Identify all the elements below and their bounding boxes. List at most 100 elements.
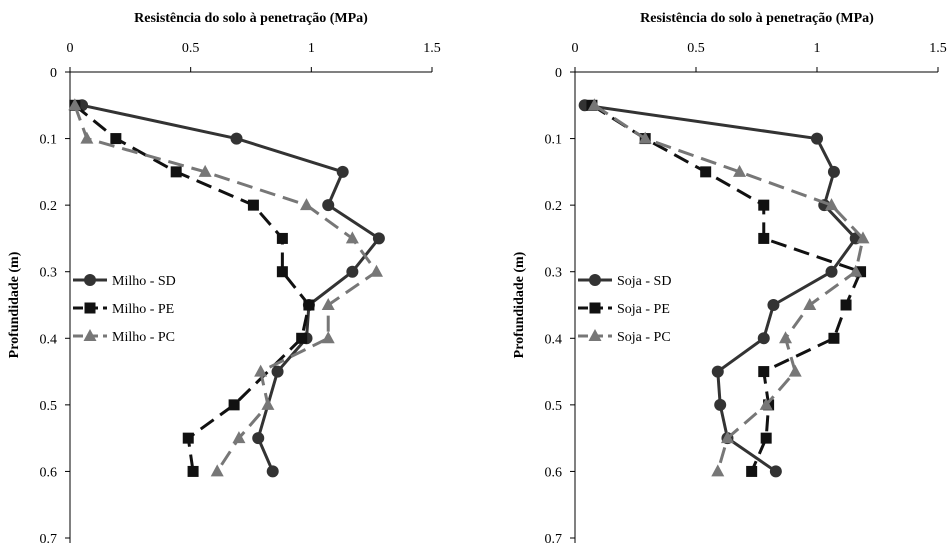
x-tick-label: 0.5 (182, 41, 200, 56)
data-point (321, 331, 335, 344)
data-point (247, 199, 259, 211)
legend-marker (84, 274, 96, 286)
data-point (746, 465, 758, 477)
data-point (803, 298, 817, 310)
data-point (828, 332, 840, 344)
data-point (758, 199, 770, 211)
data-point (346, 265, 359, 278)
legend-marker (589, 274, 601, 286)
x-tick-label: 1 (814, 41, 821, 56)
data-point (714, 398, 727, 411)
x-tick-label: 0 (67, 41, 74, 56)
data-point (68, 98, 82, 111)
data-point (261, 397, 275, 410)
data-point (187, 465, 199, 477)
data-point (271, 365, 284, 378)
chart-panel-milho: Resistência do solo à penetração (MPa)0 0… (7, 11, 441, 543)
data-point (254, 364, 268, 377)
series-line-soja-pe (591, 104, 863, 473)
legend-label: Soja - PE (617, 302, 670, 317)
data-point (345, 231, 359, 244)
data-point (587, 98, 601, 111)
y-tick-label: 0.5 (545, 399, 563, 414)
legend-marker (588, 329, 602, 341)
x-tick-label: 0 (572, 41, 579, 56)
x-tick-label: 1 (308, 41, 315, 56)
data-point (276, 232, 288, 244)
y-tick-label: 0.1 (40, 133, 58, 148)
y-tick-label: 0.4 (40, 332, 58, 347)
y-tick-label: 0.2 (545, 199, 563, 214)
legend-label: Milho - PC (112, 330, 175, 345)
y-tick-label: 0.4 (545, 332, 563, 347)
data-point (758, 366, 770, 378)
data-point (711, 464, 725, 477)
y-tick-label: 0.3 (545, 266, 563, 281)
data-point (372, 232, 385, 245)
data-point (811, 132, 823, 145)
data-point (198, 164, 212, 177)
legend-label: Soja - SD (617, 274, 671, 289)
data-point (266, 465, 279, 478)
data-point (855, 266, 867, 278)
legend-label: Milho - PE (112, 302, 174, 317)
y-tick-label: 0.2 (40, 199, 58, 214)
data-point (228, 399, 240, 411)
chart-panel-soja: Resistência do solo à penetração (MPa)0 0… (512, 11, 947, 543)
data-point (856, 231, 870, 244)
y-tick-label: 0 (50, 66, 57, 81)
data-point (769, 465, 782, 478)
series-line-soja-pc (593, 104, 865, 472)
data-point (303, 299, 315, 311)
data-point (110, 133, 122, 145)
data-point (759, 397, 773, 410)
series-line-milho-pe (73, 104, 311, 472)
y-tick-label: 0.6 (545, 465, 563, 480)
legend-marker (83, 329, 97, 341)
data-point (336, 165, 349, 178)
data-point (757, 332, 770, 345)
y-tick-label: 0.5 (40, 399, 58, 414)
y-tick-label: 0.3 (40, 266, 58, 281)
chart-title: Resistência do solo à penetração (MPa) (134, 11, 368, 26)
x-tick-label: 1.5 (929, 41, 947, 56)
data-point (182, 432, 194, 444)
legend-marker (589, 302, 601, 314)
data-point (720, 431, 734, 444)
y-tick-label: 0 (555, 66, 562, 81)
y-tick-label: 0.7 (545, 532, 563, 543)
x-tick-label: 1.5 (423, 41, 441, 56)
data-point (230, 132, 243, 145)
data-point (170, 166, 182, 178)
legend-label: Soja - PC (617, 330, 671, 345)
legend-label: Milho - SD (112, 274, 176, 289)
data-point (252, 432, 265, 445)
data-point (760, 432, 772, 444)
data-point (767, 299, 780, 311)
data-point (232, 431, 246, 444)
data-point (827, 165, 840, 178)
data-point (788, 364, 802, 377)
data-point (825, 265, 838, 278)
y-tick-label: 0.7 (40, 532, 58, 543)
data-point (849, 264, 863, 277)
data-point (700, 166, 712, 178)
series-line-milho-pc (73, 104, 378, 473)
data-point (300, 198, 314, 211)
data-point (840, 299, 852, 311)
y-tick-label: 0.6 (40, 465, 58, 480)
data-point (80, 131, 94, 144)
y-axis-label: Profundidade (m) (7, 251, 22, 358)
data-point (779, 331, 793, 344)
data-point (322, 199, 335, 212)
data-point (210, 464, 224, 477)
data-point (711, 365, 724, 378)
legend-marker (84, 302, 96, 314)
data-point (321, 298, 335, 310)
data-point (758, 232, 770, 244)
x-tick-label: 0.5 (687, 41, 705, 56)
y-tick-label: 0.1 (545, 133, 563, 148)
chart-title: Resistência do solo à penetração (MPa) (640, 11, 874, 26)
data-point (638, 131, 652, 144)
